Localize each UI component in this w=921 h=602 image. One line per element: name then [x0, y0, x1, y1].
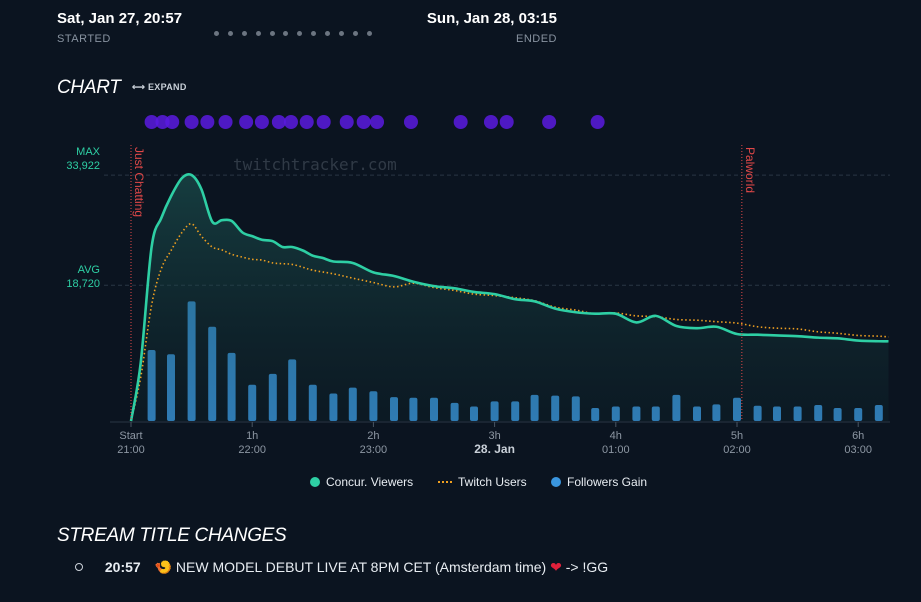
event-dot [218, 115, 233, 129]
x-tick-sublabel: 02:00 [723, 444, 751, 456]
legend-users-label: Twitch Users [458, 475, 527, 489]
x-tick-sublabel: 28. Jan [474, 442, 515, 456]
x-tick-label: 1h [246, 430, 258, 442]
timeline-dot [269, 31, 275, 36]
timeline-dot [366, 31, 372, 36]
x-tick-label: 5h [731, 430, 743, 442]
series-lines [129, 172, 889, 422]
x-tick-sublabel: 21:00 [117, 444, 145, 456]
timeline-dot [255, 31, 261, 36]
legend-followers-label: Followers Gain [567, 475, 648, 489]
timeline-dot [311, 31, 317, 36]
event-dot [144, 115, 159, 129]
stream-time-header: Sat, Jan 27, 20:57 STARTED Sun, Jan 28, … [57, 10, 557, 50]
timeline-dot [339, 31, 345, 36]
legend-users[interactable]: Twitch Users [438, 475, 527, 489]
event-dot [239, 115, 254, 129]
start-time: Sat, Jan 27, 20:57 [57, 10, 183, 27]
event-dot [254, 115, 269, 129]
chart-section-title: CHART [57, 77, 121, 98]
x-tick-sublabel: 22:00 [238, 444, 266, 456]
users-line [130, 222, 889, 422]
viewers-area [131, 174, 889, 421]
change-title-text: NEW MODEL DEBUT LIVE AT 8PM CET (Amsterd… [175, 559, 547, 575]
timeline-dot [241, 31, 247, 36]
event-dot [590, 115, 605, 129]
legend-viewers[interactable]: Concur. Viewers [310, 475, 413, 489]
heart-icon: ❤ [550, 559, 562, 575]
viewers-line [129, 172, 889, 422]
event-dot [403, 115, 418, 129]
stream-chart: twitchtracker.com MAX 33,922 AVG 18,720 … [66, 115, 890, 456]
event-dot [453, 115, 468, 129]
legend-followers[interactable]: Followers Gain [551, 475, 647, 489]
title-changes-heading: STREAM TITLE CHANGES [57, 525, 287, 546]
event-dot [542, 115, 557, 129]
avg-value: 18,720 [66, 278, 100, 290]
timeline-dot [352, 31, 358, 36]
x-tick-label: 4h [610, 430, 622, 442]
event-dot [283, 115, 298, 129]
timeline-dot [283, 31, 289, 36]
x-tick-label: 6h [852, 430, 864, 442]
users-legend-icon [438, 481, 452, 483]
x-tick-sublabel: 03:00 [844, 444, 872, 456]
event-dot [483, 115, 498, 129]
max-label: MAX [76, 146, 101, 158]
event-dot [316, 115, 331, 129]
change-suffix: -> !GG [565, 559, 609, 575]
event-dot [200, 115, 215, 129]
event-dot [299, 115, 314, 129]
timeline-dot [297, 31, 303, 36]
x-tick-sublabel: 01:00 [602, 444, 630, 456]
watermark: twitchtracker.com [233, 155, 397, 174]
followers-legend-icon [551, 477, 561, 487]
reference-lines [104, 174, 890, 286]
event-dot [356, 115, 371, 129]
end-label: ENDED [515, 33, 557, 45]
timeline-dot [325, 31, 331, 36]
event-dot [271, 115, 286, 129]
x-tick-sublabel: 23:00 [360, 444, 388, 456]
end-time: Sun, Jan 28, 03:15 [426, 10, 557, 27]
category-label: Palworld [743, 147, 757, 193]
expand-button[interactable]: ⟷ EXPAND [132, 82, 187, 92]
title-change-row: 20:57 🍤 NEW MODEL DEBUT LIVE AT 8PM CET … [75, 559, 608, 576]
bullet-icon [75, 563, 83, 571]
event-dots [144, 115, 605, 129]
viewers-legend-icon [310, 477, 320, 487]
legend-viewers-label: Concur. Viewers [326, 475, 414, 489]
category-label: Just Chatting [132, 147, 146, 217]
category-markers: Just Chatting Palworld [130, 145, 757, 421]
x-tick-label: 2h [367, 430, 379, 442]
event-dot [339, 115, 354, 129]
change-time: 20:57 [104, 559, 141, 575]
timeline-dots [214, 23, 381, 36]
max-value: 33,922 [66, 160, 100, 172]
start-label: STARTED [57, 33, 111, 45]
viewers-area-fill [131, 174, 889, 421]
event-dot [370, 115, 385, 129]
shrimp-icon: 🍤 [154, 559, 173, 575]
event-dot [155, 115, 170, 129]
event-dot [499, 115, 514, 129]
timeline-dot [227, 31, 233, 36]
event-dot [184, 115, 199, 129]
x-tick-label: Start [119, 430, 142, 442]
avg-label: AVG [78, 264, 100, 276]
timeline-dot [214, 31, 219, 36]
x-tick-label: 3h [488, 430, 500, 442]
event-dot [165, 115, 180, 129]
